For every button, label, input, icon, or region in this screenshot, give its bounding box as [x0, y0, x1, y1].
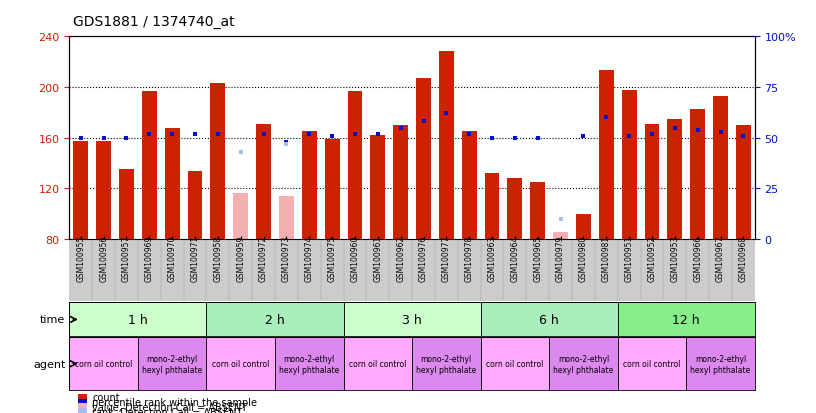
Text: mono-2-ethyl
hexyl phthalate: mono-2-ethyl hexyl phthalate [142, 354, 202, 374]
Bar [119, 170, 134, 240]
Text: count: count [92, 392, 120, 402]
Bar [302, 132, 317, 240]
Text: time: time [40, 315, 65, 325]
Bar [69, 303, 206, 337]
Bar [206, 337, 275, 390]
Bar [462, 132, 477, 240]
Text: mono-2-ethyl
hexyl phthalate: mono-2-ethyl hexyl phthalate [553, 354, 614, 374]
Bar [713, 97, 728, 240]
Bar [256, 124, 271, 240]
Text: corn oil control: corn oil control [623, 359, 681, 368]
Bar [165, 128, 180, 240]
Bar [686, 337, 755, 390]
Bar [599, 71, 614, 240]
Bar [69, 337, 138, 390]
Bar [485, 174, 499, 240]
Text: corn oil control: corn oil control [75, 359, 132, 368]
Bar [690, 109, 705, 240]
Bar [188, 171, 202, 240]
Text: 1 h: 1 h [128, 313, 148, 326]
Text: mono-2-ethyl
hexyl phthalate: mono-2-ethyl hexyl phthalate [279, 354, 339, 374]
Bar [416, 79, 431, 240]
Text: 6 h: 6 h [539, 313, 559, 326]
Text: corn oil control: corn oil control [212, 359, 269, 368]
Bar [667, 119, 682, 240]
Text: 2 h: 2 h [265, 313, 285, 326]
Bar [73, 142, 88, 240]
Bar [325, 140, 339, 240]
Bar [344, 303, 481, 337]
Text: 3 h: 3 h [402, 313, 422, 326]
Bar [138, 337, 206, 390]
Bar [206, 303, 344, 337]
Bar [618, 303, 755, 337]
Bar [412, 337, 481, 390]
Bar [622, 90, 636, 240]
Bar [736, 126, 751, 240]
Text: percentile rank within the sample: percentile rank within the sample [92, 397, 257, 407]
Bar [275, 337, 344, 390]
Bar [618, 337, 686, 390]
Text: corn oil control: corn oil control [349, 359, 406, 368]
Text: rank, Detection Call = ABSENT: rank, Detection Call = ABSENT [92, 407, 242, 413]
Bar [481, 303, 618, 337]
Bar [370, 136, 385, 240]
Text: value, Detection Call = ABSENT: value, Detection Call = ABSENT [92, 402, 247, 412]
Bar [348, 92, 362, 240]
Text: 12 h: 12 h [672, 313, 700, 326]
Bar [553, 232, 568, 240]
Bar [549, 337, 618, 390]
Bar [576, 214, 591, 240]
Text: mono-2-ethyl
hexyl phthalate: mono-2-ethyl hexyl phthalate [690, 354, 751, 374]
Bar [211, 84, 225, 240]
Bar [233, 194, 248, 240]
Text: corn oil control: corn oil control [486, 359, 543, 368]
Bar [530, 183, 545, 240]
Bar [96, 142, 111, 240]
Text: agent: agent [33, 359, 65, 369]
Text: mono-2-ethyl
hexyl phthalate: mono-2-ethyl hexyl phthalate [416, 354, 477, 374]
Bar [481, 337, 549, 390]
Bar [508, 179, 522, 240]
Bar [344, 337, 412, 390]
Bar [279, 197, 294, 240]
Text: GDS1881 / 1374740_at: GDS1881 / 1374740_at [73, 15, 235, 29]
Bar [393, 126, 408, 240]
Bar [645, 124, 659, 240]
Bar [439, 52, 454, 240]
Bar [142, 92, 157, 240]
